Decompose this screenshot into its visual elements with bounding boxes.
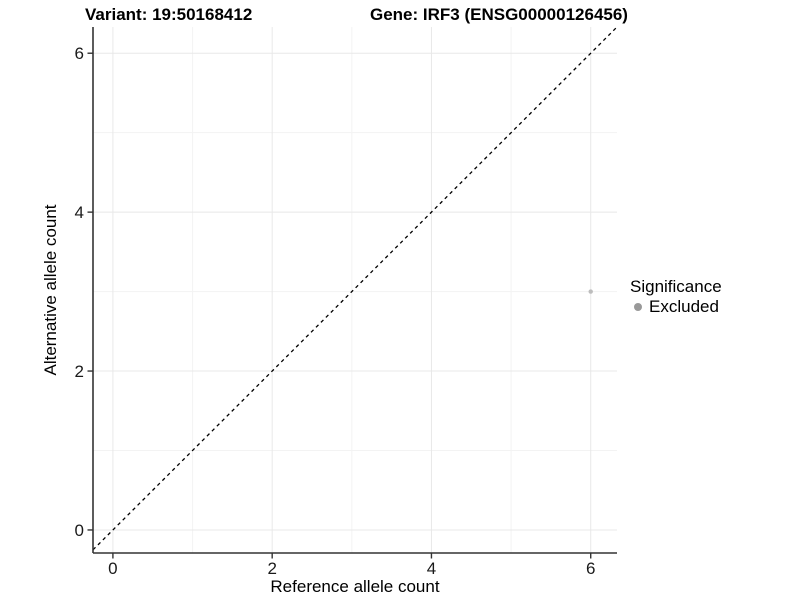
variant-title: Variant: 19:50168412	[85, 5, 253, 24]
y-tick-label: 4	[75, 203, 84, 222]
legend-key-dot-icon	[634, 303, 642, 311]
x-tick-label: 2	[267, 559, 276, 578]
y-tick-label: 2	[75, 362, 84, 381]
x-tick-label: 0	[108, 559, 117, 578]
x-tick-label: 4	[427, 559, 436, 578]
y-tick-label: 6	[75, 44, 84, 63]
gene-title: Gene: IRF3 (ENSG00000126456)	[370, 5, 628, 24]
x-axis-label: Reference allele count	[270, 577, 440, 596]
y-axis-label: Alternative allele count	[41, 204, 60, 376]
legend-items: Excluded	[630, 298, 722, 316]
legend-item-label: Excluded	[649, 297, 719, 316]
identity-dashed-line	[92, 26, 618, 551]
legend-title: Significance	[630, 277, 722, 296]
legend: Significance Excluded	[630, 277, 722, 316]
data-point	[588, 289, 593, 294]
y-tick-label: 0	[75, 521, 84, 540]
legend-item: Excluded	[634, 298, 722, 316]
x-tick-label: 6	[586, 559, 595, 578]
